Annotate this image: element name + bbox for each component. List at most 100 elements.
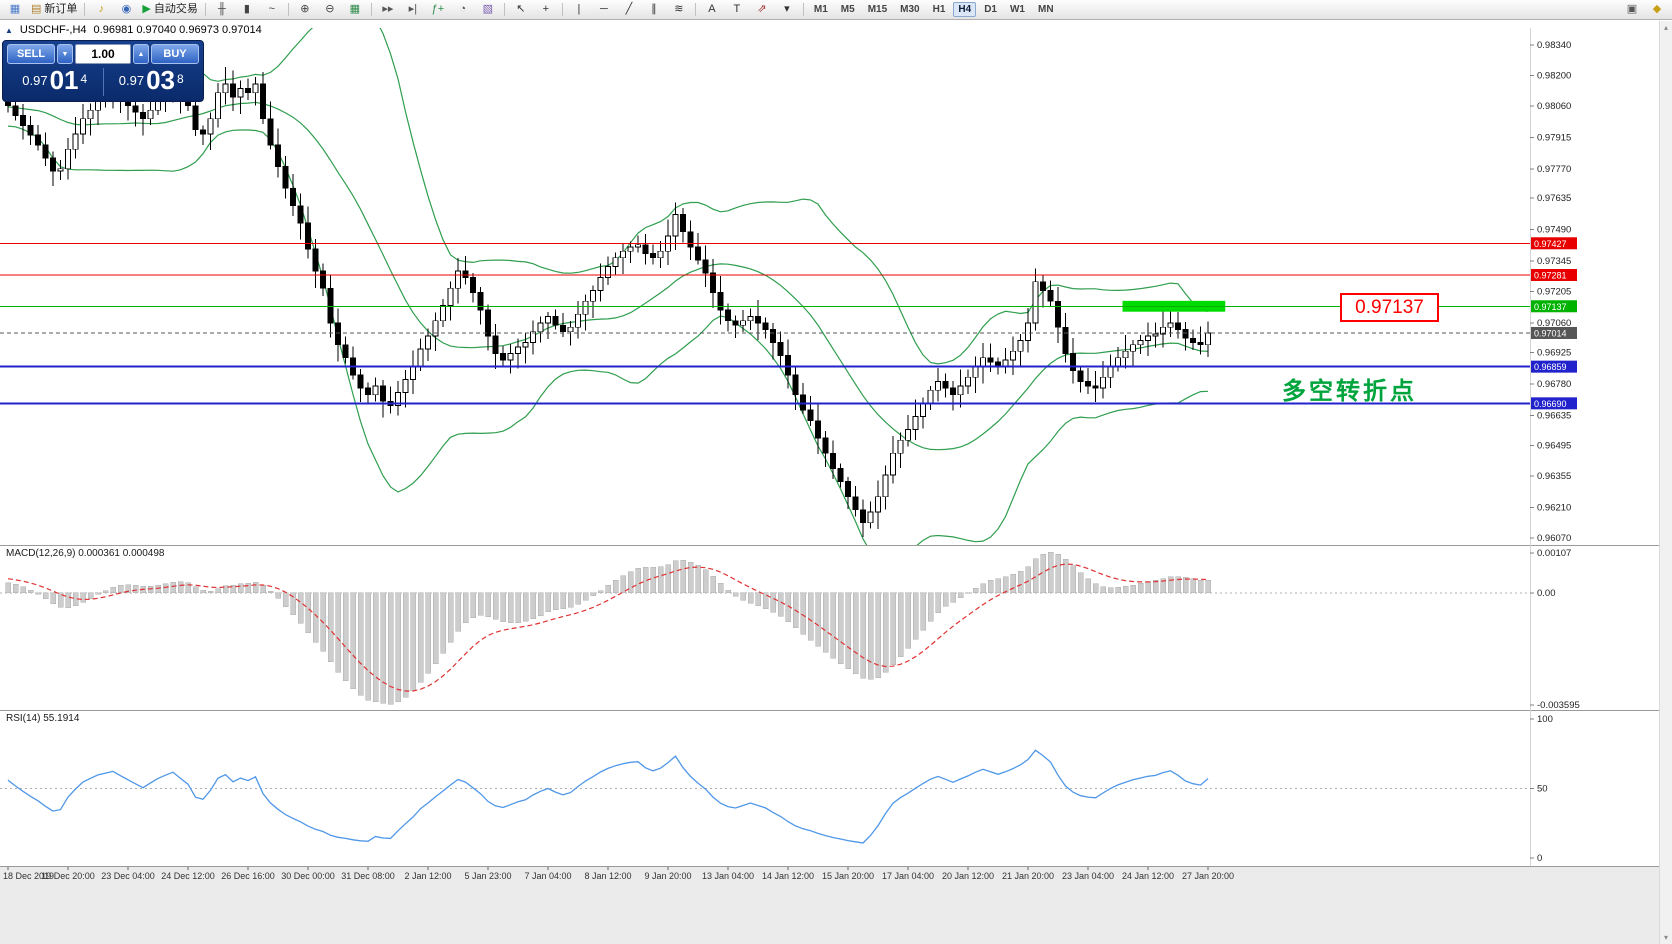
macd-bar — [1115, 587, 1121, 594]
macd-bar — [912, 592, 919, 640]
macd-bar — [665, 564, 671, 594]
macd-bar — [447, 592, 454, 643]
templates-icon[interactable]: ▧ — [476, 1, 500, 19]
candle-body — [1047, 290, 1054, 302]
line-chart-icon[interactable]: ~ — [260, 1, 284, 19]
tile-windows-icon[interactable]: ▦ — [343, 1, 367, 19]
candle-body — [530, 331, 536, 343]
volume-input[interactable]: 1.00 — [75, 44, 131, 64]
panel-collapse-toggle[interactable]: ▲ — [5, 25, 13, 35]
timeframe-m30[interactable]: M30 — [900, 4, 920, 15]
svg-text:0.97490: 0.97490 — [1537, 225, 1571, 236]
timeframe-m5[interactable]: M5 — [840, 4, 855, 15]
cursor-icon[interactable]: ↖ — [509, 1, 533, 19]
candle-body — [132, 105, 139, 113]
scroll-down-icon[interactable]: ▾ — [1663, 933, 1668, 942]
panel-divider — [102, 68, 104, 96]
vertical-line-icon[interactable]: | — [567, 1, 591, 19]
timeframe-mn[interactable]: MN — [1037, 4, 1054, 15]
timeframe-d1[interactable]: D1 — [984, 4, 997, 15]
svg-text:0.98200: 0.98200 — [1537, 70, 1571, 81]
timeframe-m15[interactable]: M15 — [867, 4, 888, 15]
new-chart-icon: ▦ — [9, 3, 21, 15]
macd-bar — [830, 592, 836, 659]
timeframe-w1[interactable]: W1 — [1009, 4, 1025, 15]
candle-body — [777, 342, 784, 356]
channel-icon[interactable]: ∥ — [642, 1, 666, 19]
chart-canvas[interactable]: 0.98340 0.98200 0.98060 0.97915 0.97770 0.976… — [0, 21, 1672, 944]
zoom-out-icon[interactable]: ⊖ — [318, 1, 342, 19]
candle-body — [1190, 337, 1196, 343]
bar-chart-icon[interactable]: ╫ — [210, 1, 234, 19]
macd-bar — [515, 592, 521, 623]
candle-body — [650, 253, 656, 259]
svg-text:0.97427: 0.97427 — [1534, 239, 1567, 249]
horizontal-line-icon[interactable]: ─ — [592, 1, 616, 19]
ask-base: 0.97 — [118, 73, 145, 89]
candle-body — [537, 322, 544, 333]
news-icon[interactable]: ◉ — [114, 1, 138, 19]
metaquotes-icon[interactable]: ◆ — [1652, 3, 1662, 15]
candle-body — [72, 133, 79, 150]
zoom-in-icon[interactable]: ⊕ — [293, 1, 317, 19]
chart-shift-icon[interactable]: ▸| — [401, 1, 425, 19]
candle-body — [1167, 322, 1174, 328]
buy-button[interactable]: BUY — [151, 44, 199, 64]
macd-bar — [1182, 577, 1189, 594]
auto-scroll-icon[interactable]: ▸▸ — [376, 1, 400, 19]
timeframe-m1[interactable]: M1 — [813, 4, 828, 15]
bid-price[interactable]: 0.97 01 4 — [7, 67, 103, 95]
periods-icon[interactable]: ◔ — [451, 1, 475, 19]
price-tag — [1531, 360, 1577, 373]
macd-bar — [477, 592, 484, 616]
text-icon[interactable]: A — [700, 1, 724, 19]
volume-increase-button[interactable]: ▲ — [133, 44, 149, 64]
arrows-icon[interactable]: ⇗ — [750, 1, 774, 19]
macd-bar — [125, 584, 131, 594]
svg-text:0.96495: 0.96495 — [1537, 441, 1571, 452]
price-callout[interactable]: 0.97137 — [1340, 293, 1439, 322]
candle-body — [342, 344, 349, 359]
scroll-up-icon[interactable]: ▴ — [1663, 23, 1668, 32]
macd-bar — [860, 592, 866, 679]
sound-icon[interactable]: ♪ — [89, 1, 113, 19]
macd-bar — [312, 592, 319, 643]
macd-bar — [252, 581, 259, 594]
docs-icon[interactable]: ▣ — [1626, 3, 1638, 15]
macd-bar — [1077, 572, 1084, 594]
macd-bar — [740, 592, 746, 601]
macd-bar — [5, 582, 11, 594]
macd-bar — [387, 592, 394, 705]
ask-price[interactable]: 0.97 03 8 — [104, 67, 200, 95]
turning-point-note[interactable]: 多空转折点 — [1282, 378, 1417, 405]
new-order-button[interactable]: ▤ 新订单 — [28, 1, 80, 19]
volume-decrease-button[interactable]: ▼ — [57, 44, 73, 64]
macd-bar — [342, 592, 349, 681]
arrows-dropdown[interactable]: ▾ — [775, 1, 799, 19]
trendline-icon[interactable]: ╱ — [617, 1, 641, 19]
ask-fraction: 8 — [177, 71, 184, 86]
indicators-icon[interactable]: ƒ+ — [426, 1, 450, 19]
fibonacci-icon[interactable]: ≋ — [667, 1, 691, 19]
macd-bar — [522, 592, 529, 622]
macd-bar — [1062, 558, 1069, 594]
macd-bar — [1175, 576, 1181, 594]
timeframe-h4[interactable]: H4 — [953, 2, 977, 17]
candle-body — [702, 259, 709, 274]
candle-body — [50, 157, 56, 172]
text-label-icon[interactable]: T — [725, 1, 749, 19]
new-chart-icon[interactable]: ▦ — [3, 1, 27, 19]
timeframe-h1[interactable]: H1 — [932, 4, 946, 15]
crosshair-icon[interactable]: + — [534, 1, 558, 19]
autotrading-button[interactable]: ▶ 自动交易 — [139, 1, 200, 19]
vertical-scrollbar[interactable]: ▴ ▾ — [1659, 21, 1672, 944]
macd-bar — [1137, 583, 1144, 594]
sell-button[interactable]: SELL — [7, 44, 55, 64]
chart-area[interactable]: 0.98340 0.98200 0.98060 0.97915 0.97770 0.976… — [0, 21, 1672, 944]
candle-body — [20, 115, 26, 126]
candle-chart-icon[interactable]: ▮ — [235, 1, 259, 19]
candle-body — [1115, 357, 1121, 367]
svg-text:0.97137: 0.97137 — [1534, 302, 1567, 312]
candle-body — [260, 83, 266, 120]
